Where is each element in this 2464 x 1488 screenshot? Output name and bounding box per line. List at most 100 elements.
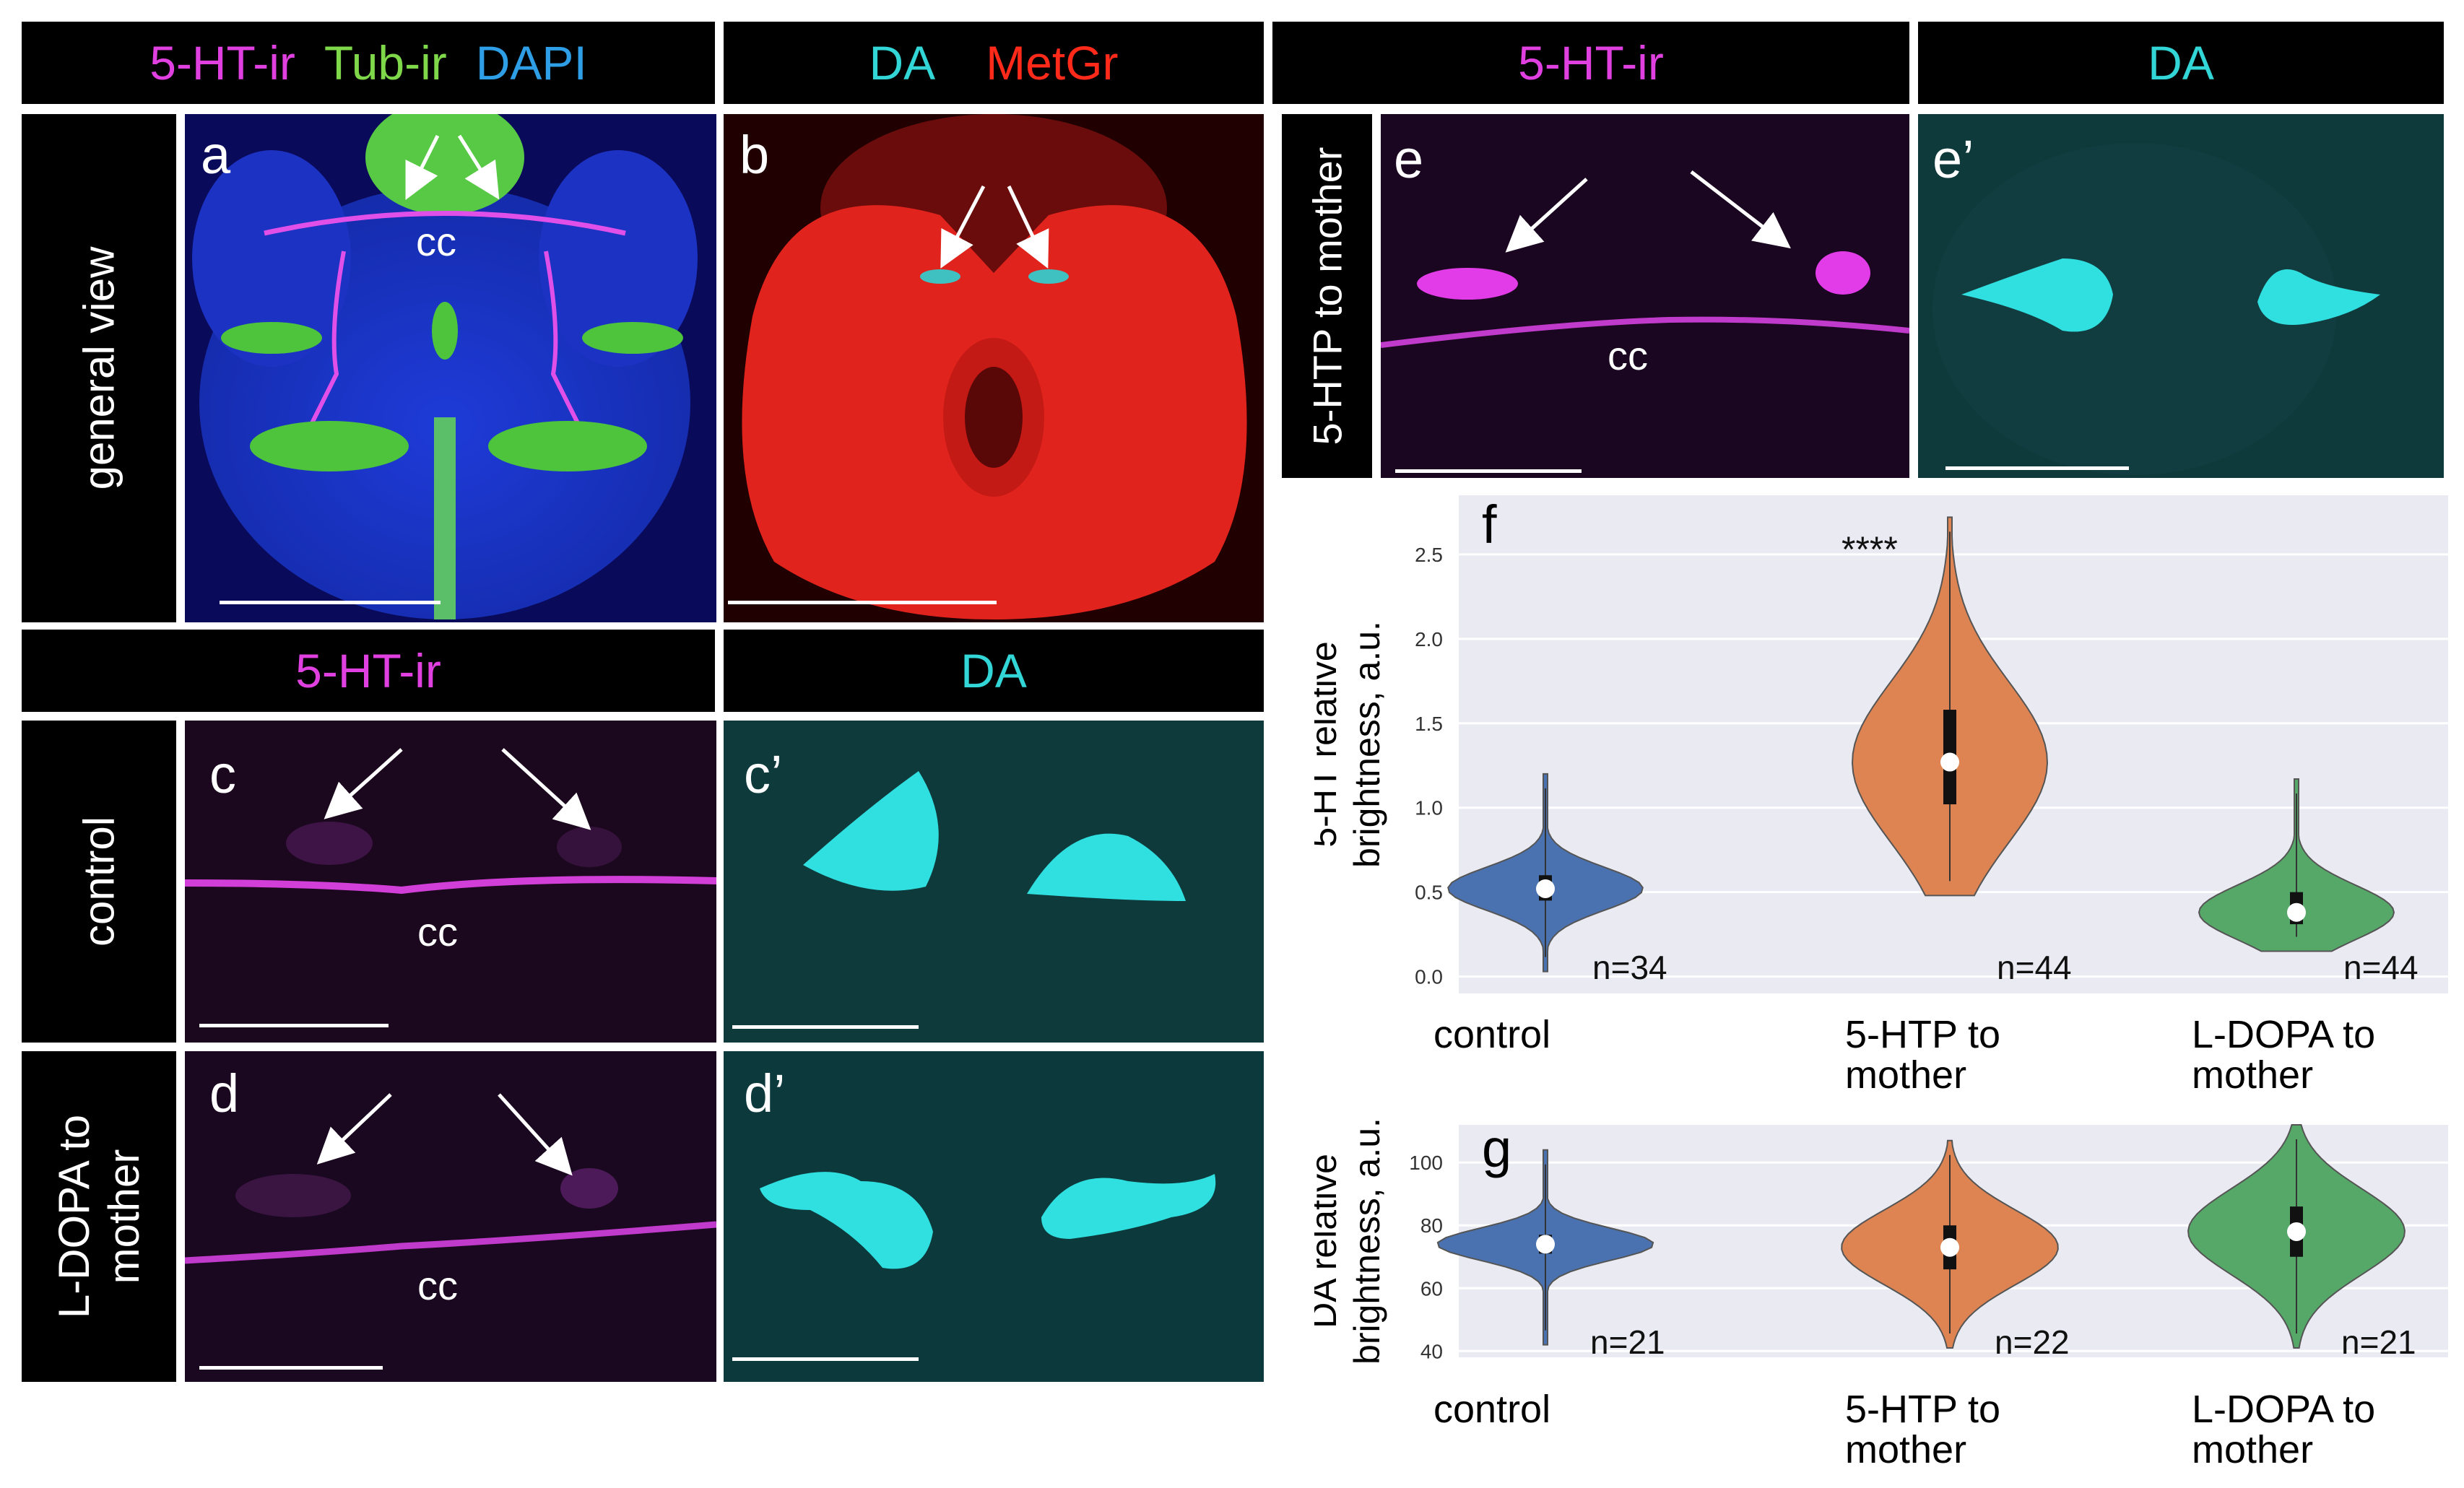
panel-d2-label: d’ bbox=[744, 1063, 786, 1123]
y-tick-label: 0.0 bbox=[1415, 966, 1443, 988]
side-label-text: L-DOPA to mother bbox=[50, 1114, 148, 1319]
scale-bar-e bbox=[1395, 469, 1582, 473]
header-c2: DA bbox=[724, 630, 1264, 712]
header-tub-label: Tub-ir bbox=[324, 36, 447, 90]
panel-f-label: f bbox=[1482, 495, 1497, 554]
y-axis-label-line1: 5-HT relative bbox=[1314, 641, 1344, 847]
header-c-label: 5-HT-ir bbox=[295, 644, 441, 697]
header-5ht-label: 5-HT-ir bbox=[149, 36, 295, 90]
y-axis-label: DA relativebrightness, a.u. bbox=[1314, 1118, 1387, 1365]
x-category-line: mother bbox=[1845, 1053, 1966, 1097]
y-tick-label: 100 bbox=[1409, 1152, 1443, 1174]
y-tick-label: 40 bbox=[1420, 1340, 1443, 1362]
panel-e2-image bbox=[1918, 114, 2444, 478]
cc-label-d: cc bbox=[417, 1263, 458, 1308]
n-label-0: n=21 bbox=[1590, 1323, 1665, 1361]
side-label-control: control bbox=[22, 721, 176, 1043]
y-axis-label-line1: DA relative bbox=[1314, 1154, 1344, 1328]
chart-g: 40 60 80 100 DA relativebrightness, a.u. n=21… bbox=[1314, 1083, 2455, 1488]
y-tick-label: 80 bbox=[1420, 1214, 1443, 1237]
panel-d-image bbox=[185, 1051, 716, 1382]
x-category-label-2: L-DOPA to mother bbox=[2192, 1388, 2375, 1471]
y-tick-label: 2.5 bbox=[1415, 544, 1443, 566]
n-label-0: n=34 bbox=[1592, 949, 1667, 986]
panel-e-image bbox=[1381, 114, 1909, 478]
scale-bar-c2 bbox=[732, 1025, 919, 1029]
y-tick-label: 1.0 bbox=[1415, 797, 1443, 819]
x-category-line: control bbox=[1433, 1388, 1550, 1431]
n-label-1: n=22 bbox=[1995, 1323, 2070, 1361]
chart-f: 0.0 0.5 1.0 1.5 2.0 2.5 5-HT relativebrightnes… bbox=[1314, 488, 2455, 1109]
y-axis-label-line2: brightness, a.u. bbox=[1347, 1118, 1387, 1365]
scale-bar-e2 bbox=[1945, 466, 2129, 470]
panel-a-label: a bbox=[201, 125, 231, 185]
median-dot-1 bbox=[1940, 752, 1959, 772]
x-category-line: 5-HTP to bbox=[1845, 1388, 2000, 1431]
panel-e-label: e bbox=[1394, 129, 1424, 189]
x-category-line: mother bbox=[2192, 1428, 2313, 1471]
arrows-e bbox=[1505, 170, 1791, 253]
scale-bar-c bbox=[199, 1024, 389, 1027]
n-label-2: n=21 bbox=[2341, 1323, 2416, 1361]
median-dot-1 bbox=[1940, 1237, 1959, 1257]
panel-b-image bbox=[724, 114, 1264, 622]
cc-label-c: cc bbox=[417, 909, 458, 954]
scale-bar-b bbox=[728, 601, 997, 604]
header-metgr-label: MetGr bbox=[986, 36, 1119, 90]
median-dot-0 bbox=[1536, 1235, 1555, 1254]
side-label-text: 5-HTP to mother bbox=[1304, 147, 1350, 445]
panel-c2-label: c’ bbox=[744, 744, 783, 804]
header-e: 5-HT-ir bbox=[1272, 22, 1909, 104]
n-label-2: n=44 bbox=[2343, 949, 2419, 986]
y-tick-label: 60 bbox=[1420, 1277, 1443, 1300]
significance-annotation: **** bbox=[1842, 529, 1898, 570]
chart-f-svg: 0.0 0.5 1.0 1.5 2.0 2.5 5-HT relativebrightnes… bbox=[1314, 495, 2448, 1097]
panel-b-label: b bbox=[739, 125, 770, 185]
chart-g-svg: 40 60 80 100 DA relativebrightness, a.u. n=21… bbox=[1314, 1118, 2448, 1471]
cc-label-a: cc bbox=[416, 219, 456, 264]
side-label-ldopa: L-DOPA to mother bbox=[22, 1051, 176, 1382]
median-dot-2 bbox=[2287, 1222, 2306, 1241]
x-category-label-2: L-DOPA to mother bbox=[2192, 1013, 2375, 1097]
y-tick-label: 2.0 bbox=[1415, 628, 1443, 651]
panel-c-image bbox=[185, 721, 716, 1043]
panel-g-label: g bbox=[1482, 1118, 1512, 1178]
x-category-label-1: 5-HTP to mother bbox=[1845, 1388, 2000, 1471]
header-da-label: DA bbox=[869, 36, 936, 90]
x-category-label-0: control bbox=[1433, 1388, 1550, 1431]
x-category-line: 5-HTP to bbox=[1845, 1013, 2000, 1056]
panel-e2-label: e’ bbox=[1932, 129, 1974, 189]
arrows-b bbox=[940, 185, 1049, 269]
x-category-label-1: 5-HTP to mother bbox=[1845, 1013, 2000, 1097]
panel-c-label: c bbox=[209, 744, 236, 804]
cc-label-e: cc bbox=[1608, 333, 1648, 378]
side-label-text: general view bbox=[74, 246, 123, 490]
scale-bar-d bbox=[199, 1366, 383, 1370]
panel-c2-image bbox=[724, 721, 1264, 1043]
side-label-5htp: 5-HTP to mother bbox=[1282, 114, 1372, 478]
x-category-line: L-DOPA to bbox=[2192, 1013, 2375, 1056]
n-label-1: n=44 bbox=[1997, 949, 2072, 986]
x-category-label-0: control bbox=[1433, 1013, 1550, 1056]
header-a: 5-HT-ir Tub-ir DAPI bbox=[22, 22, 715, 104]
scale-bar-d2 bbox=[732, 1357, 919, 1361]
median-dot-2 bbox=[2287, 902, 2306, 922]
arrows-a bbox=[405, 134, 500, 200]
header-c2-label: DA bbox=[960, 644, 1027, 697]
x-category-line: L-DOPA to bbox=[2192, 1388, 2375, 1431]
y-tick-label: 1.5 bbox=[1415, 713, 1443, 735]
y-tick-label: 0.5 bbox=[1415, 882, 1443, 904]
header-e2: DA bbox=[1918, 22, 2444, 104]
side-label-text: control bbox=[74, 816, 123, 947]
side-label-general-view: general view bbox=[22, 114, 176, 622]
arrows-c bbox=[324, 748, 591, 830]
y-axis-label: 5-HT relativebrightness, a.u. bbox=[1314, 621, 1387, 868]
median-dot-0 bbox=[1536, 879, 1555, 898]
header-dapi-label: DAPI bbox=[475, 36, 587, 90]
header-e-label: 5-HT-ir bbox=[1518, 36, 1664, 90]
panel-a-image bbox=[185, 114, 716, 622]
header-c: 5-HT-ir bbox=[22, 630, 715, 712]
panel-d-label: d bbox=[209, 1063, 240, 1123]
arrows-d bbox=[316, 1093, 573, 1176]
panel-d2-image bbox=[724, 1051, 1264, 1382]
